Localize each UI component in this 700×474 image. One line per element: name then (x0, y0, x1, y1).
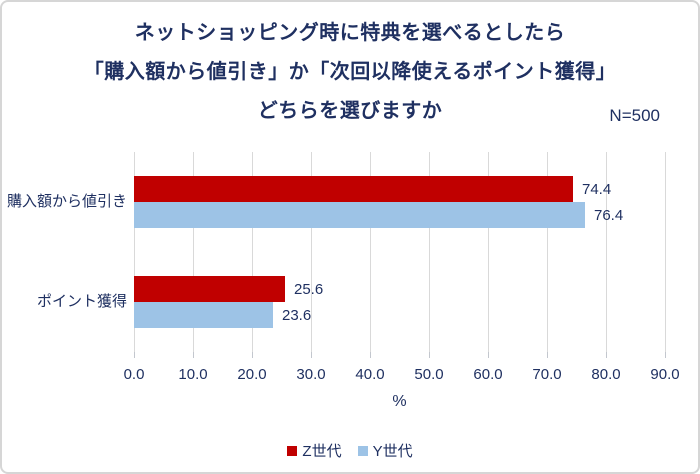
axis-tick (606, 352, 607, 358)
x-tick-label: 50.0 (414, 366, 444, 383)
chart-title: ネットショッピング時に特典を選べるとしたら 「購入額から値引き」か「次回以降使え… (2, 14, 698, 131)
axis-tick (252, 352, 253, 358)
chart-title-line-2: 「購入額から値引き」か「次回以降使えるポイント獲得」 (83, 61, 617, 83)
legend-marker-icon (357, 445, 368, 456)
legend-label: Z世代 (302, 443, 342, 460)
gridline (311, 152, 312, 352)
gridline (134, 152, 135, 352)
gridline (665, 152, 666, 352)
x-tick-label: 90.0 (650, 366, 680, 383)
gridline (606, 152, 607, 352)
bar-Y世代-購入額から値引き (134, 202, 585, 228)
x-tick-label: 0.0 (123, 366, 145, 383)
axis-tick (193, 352, 194, 358)
axis-tick (665, 352, 666, 358)
x-tick-label: 20.0 (237, 366, 267, 383)
x-tick-label: 80.0 (591, 366, 621, 383)
x-axis-title: % (392, 393, 407, 410)
axis-tick (134, 352, 135, 358)
sample-size-label: N=500 (609, 106, 660, 125)
gridline (547, 152, 548, 352)
value-label: 23.6 (282, 307, 312, 324)
legend: Z世代 Y世代 (2, 440, 698, 461)
axis-tick (547, 352, 548, 358)
category-label: ポイント獲得 (36, 293, 127, 310)
x-tick-label: 70.0 (532, 366, 562, 383)
value-label: 25.6 (294, 281, 324, 298)
axis-tick (488, 352, 489, 358)
value-label: 76.4 (594, 207, 624, 224)
x-tick-label: 60.0 (473, 366, 503, 383)
bar-Y世代-ポイント獲得 (134, 302, 273, 328)
axis-tick (311, 352, 312, 358)
axis-tick (370, 352, 371, 358)
x-tick-label: 30.0 (296, 366, 326, 383)
gridline (252, 152, 253, 352)
category-label: 購入額から値引き (6, 193, 127, 210)
chart-title-line-1: ネットショッピング時に特典を選べるとしたら (134, 22, 566, 44)
x-tick-label: 40.0 (355, 366, 385, 383)
gridline (370, 152, 371, 352)
chart-title-line-3: どちらを選びますか (257, 100, 443, 122)
legend-item-Z世代: Z世代 (287, 440, 342, 461)
bar-Z世代-ポイント獲得 (134, 276, 285, 302)
x-tick-label: 10.0 (178, 366, 208, 383)
plot-area: 74.4 76.4 25.6 23.6 (134, 152, 666, 352)
gridline (193, 152, 194, 352)
bar-Z世代-購入額から値引き (134, 176, 573, 202)
gridline (429, 152, 430, 352)
value-label: 74.4 (582, 181, 612, 198)
legend-marker-icon (287, 445, 298, 456)
axis-tick (429, 352, 430, 358)
gridline (488, 152, 489, 352)
legend-label: Y世代 (372, 443, 413, 460)
legend-item-Y世代: Y世代 (357, 440, 413, 461)
